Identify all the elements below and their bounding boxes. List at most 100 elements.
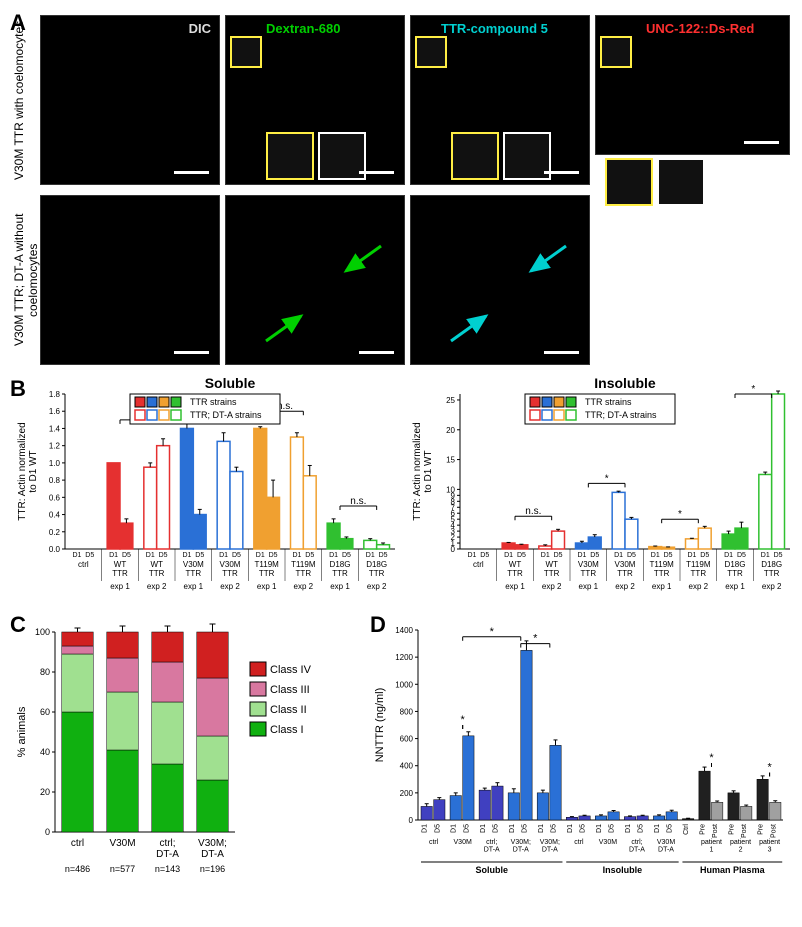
svg-text:V30MTTR: V30MTTR <box>183 560 204 578</box>
svg-text:1.6: 1.6 <box>49 407 61 416</box>
svg-text:1.8: 1.8 <box>49 390 61 399</box>
svg-text:D5: D5 <box>305 552 314 559</box>
svg-text:n=486: n=486 <box>65 864 90 874</box>
svg-text:20: 20 <box>446 426 455 435</box>
svg-text:WTTTR: WTTTR <box>112 560 128 578</box>
row2-label: V30M TTR; DT-A without coelomocytes <box>12 195 40 365</box>
svg-text:D1: D1 <box>614 552 623 559</box>
svg-text:D5: D5 <box>737 552 746 559</box>
svg-text:D1: D1 <box>256 552 265 559</box>
svg-text:D5: D5 <box>554 552 563 559</box>
panel-b: B SolubleTTR: Actin normalizedto D1 WT0.… <box>10 376 792 606</box>
svg-text:D1: D1 <box>509 824 516 833</box>
svg-text:ctrl;DT-A: ctrl;DT-A <box>156 838 179 860</box>
svg-text:*: * <box>709 752 714 764</box>
svg-text:D1: D1 <box>761 552 770 559</box>
svg-text:Pre: Pre <box>758 824 765 835</box>
svg-text:D1: D1 <box>504 552 513 559</box>
svg-text:TTR: Actin normalizedto D1 WT: TTR: Actin normalizedto D1 WT <box>17 422 39 520</box>
svg-text:Post: Post <box>770 824 777 838</box>
svg-text:ctrl: ctrl <box>71 838 84 849</box>
svg-text:exp 1: exp 1 <box>257 582 277 591</box>
svg-text:80: 80 <box>40 667 50 677</box>
svg-text:10: 10 <box>446 485 455 494</box>
img-dextran-top: Dextran-680 <box>225 15 405 185</box>
svg-text:n=143: n=143 <box>155 864 180 874</box>
svg-text:D5: D5 <box>232 552 241 559</box>
svg-text:0.6: 0.6 <box>49 493 61 502</box>
svg-text:n.s.: n.s. <box>525 506 541 517</box>
arrows <box>411 196 591 366</box>
svg-text:D1: D1 <box>541 552 550 559</box>
scalebar <box>744 141 779 144</box>
svg-text:0.2: 0.2 <box>49 528 61 537</box>
svg-text:T119MTTR: T119MTTR <box>650 560 675 578</box>
svg-text:D5: D5 <box>590 552 599 559</box>
svg-text:V30M: V30M <box>599 839 617 846</box>
svg-text:D5: D5 <box>463 824 470 833</box>
svg-text:exp 2: exp 2 <box>542 582 562 591</box>
svg-text:0.8: 0.8 <box>49 476 61 485</box>
svg-text:patient3: patient3 <box>759 839 780 854</box>
inset <box>600 36 632 68</box>
svg-text:Post: Post <box>712 824 719 838</box>
svg-text:D18GTTR: D18GTTR <box>330 560 351 578</box>
svg-text:D5: D5 <box>627 552 636 559</box>
svg-text:*: * <box>767 762 772 774</box>
svg-text:exp 2: exp 2 <box>220 582 240 591</box>
img-dic-top: DIC <box>40 15 220 185</box>
svg-text:D1: D1 <box>422 824 429 833</box>
svg-text:exp 1: exp 1 <box>725 582 745 591</box>
svg-text:WTTTR: WTTTR <box>544 560 560 578</box>
scalebar <box>174 351 209 354</box>
svg-text:800: 800 <box>400 707 414 716</box>
svg-text:D5: D5 <box>85 552 94 559</box>
svg-text:D1: D1 <box>724 552 733 559</box>
svg-text:TTR: Actin normalizedto D1 WT: TTR: Actin normalizedto D1 WT <box>412 422 434 520</box>
svg-text:1400: 1400 <box>395 626 413 635</box>
panel-c-label: C <box>10 612 26 638</box>
panel-b-charts: SolubleTTR: Actin normalizedto D1 WT0.00… <box>10 376 792 606</box>
svg-text:Soluble: Soluble <box>205 376 256 391</box>
svg-text:D5: D5 <box>159 552 168 559</box>
svg-text:n=577: n=577 <box>110 864 135 874</box>
svg-text:D1: D1 <box>451 824 458 833</box>
svg-text:*: * <box>751 384 755 395</box>
inset-large <box>657 158 705 206</box>
svg-text:*: * <box>533 633 538 645</box>
panel-c-chart: 020406080100% animalsctrln=486V30Mn=577c… <box>10 612 370 892</box>
svg-text:V30MTTR: V30MTTR <box>220 560 241 578</box>
svg-text:exp 2: exp 2 <box>367 582 387 591</box>
svg-text:D18GTTR: D18GTTR <box>725 560 746 578</box>
svg-text:D1: D1 <box>654 824 661 833</box>
svg-text:Insoluble: Insoluble <box>603 865 643 875</box>
svg-text:n=196: n=196 <box>200 864 225 874</box>
scalebar <box>359 351 394 354</box>
svg-text:Class IV: Class IV <box>270 664 312 676</box>
inset <box>415 36 447 68</box>
svg-text:1200: 1200 <box>395 653 413 662</box>
svg-text:D5: D5 <box>480 552 489 559</box>
svg-text:NNTTR (ng/ml): NNTTR (ng/ml) <box>374 688 386 763</box>
svg-text:1.2: 1.2 <box>49 442 61 451</box>
svg-text:ctrl: ctrl <box>473 560 484 569</box>
svg-text:Class I: Class I <box>270 724 304 736</box>
svg-text:exp 2: exp 2 <box>762 582 782 591</box>
svg-text:exp 1: exp 1 <box>330 582 350 591</box>
svg-text:TTR strains: TTR strains <box>190 397 237 407</box>
svg-text:25: 25 <box>446 396 455 405</box>
panel-c: C 020406080100% animalsctrln=486V30Mn=57… <box>10 612 370 892</box>
svg-text:exp 1: exp 1 <box>652 582 672 591</box>
svg-text:ctrl: ctrl <box>574 839 584 846</box>
svg-text:100: 100 <box>35 627 50 637</box>
svg-text:15: 15 <box>446 456 455 465</box>
svg-text:1000: 1000 <box>395 680 413 689</box>
svg-text:Pre: Pre <box>729 824 736 835</box>
svg-text:Class II: Class II <box>270 704 307 716</box>
img-dic-bot <box>40 195 220 365</box>
svg-text:D5: D5 <box>580 824 587 833</box>
inset-large <box>605 158 653 206</box>
svg-text:40: 40 <box>40 747 50 757</box>
svg-text:V30M;DT-A: V30M;DT-A <box>540 839 560 854</box>
svg-text:exp 1: exp 1 <box>505 582 525 591</box>
